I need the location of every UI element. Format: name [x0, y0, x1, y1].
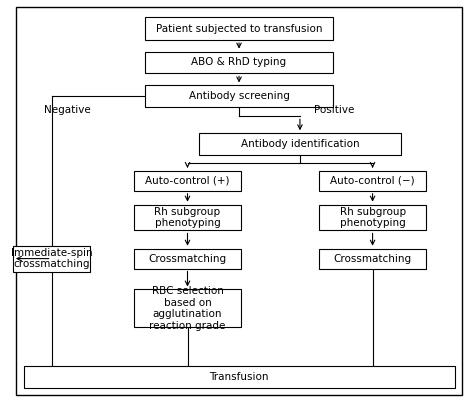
Text: Negative: Negative	[44, 105, 91, 115]
Text: Antibody identification: Antibody identification	[241, 139, 359, 149]
Text: RBC selection
based on
agglutination
reaction grade: RBC selection based on agglutination rea…	[149, 286, 226, 331]
FancyBboxPatch shape	[319, 204, 427, 230]
Text: Crossmatching: Crossmatching	[334, 254, 411, 264]
Text: Patient subjected to transfusion: Patient subjected to transfusion	[156, 24, 322, 34]
FancyBboxPatch shape	[24, 366, 455, 388]
FancyBboxPatch shape	[319, 249, 427, 268]
FancyBboxPatch shape	[146, 17, 333, 40]
Text: Immediate-spin
crossmatching: Immediate-spin crossmatching	[11, 248, 92, 269]
FancyBboxPatch shape	[134, 249, 241, 268]
Text: Transfusion: Transfusion	[210, 372, 269, 382]
FancyBboxPatch shape	[146, 52, 333, 74]
FancyBboxPatch shape	[134, 290, 241, 327]
Text: Auto-control (−): Auto-control (−)	[330, 176, 415, 186]
FancyBboxPatch shape	[134, 171, 241, 191]
Text: Crossmatching: Crossmatching	[148, 254, 227, 264]
Text: Positive: Positive	[314, 105, 355, 115]
FancyBboxPatch shape	[134, 204, 241, 230]
FancyBboxPatch shape	[13, 246, 90, 272]
Text: ABO & RhD typing: ABO & RhD typing	[191, 58, 287, 68]
Text: Rh subgroup
phenotyping: Rh subgroup phenotyping	[155, 207, 220, 228]
FancyBboxPatch shape	[319, 171, 427, 191]
Text: Antibody screening: Antibody screening	[189, 91, 290, 101]
FancyBboxPatch shape	[146, 85, 333, 107]
FancyBboxPatch shape	[199, 133, 401, 155]
Text: Rh subgroup
phenotyping: Rh subgroup phenotyping	[339, 207, 406, 228]
Text: Auto-control (+): Auto-control (+)	[145, 176, 230, 186]
